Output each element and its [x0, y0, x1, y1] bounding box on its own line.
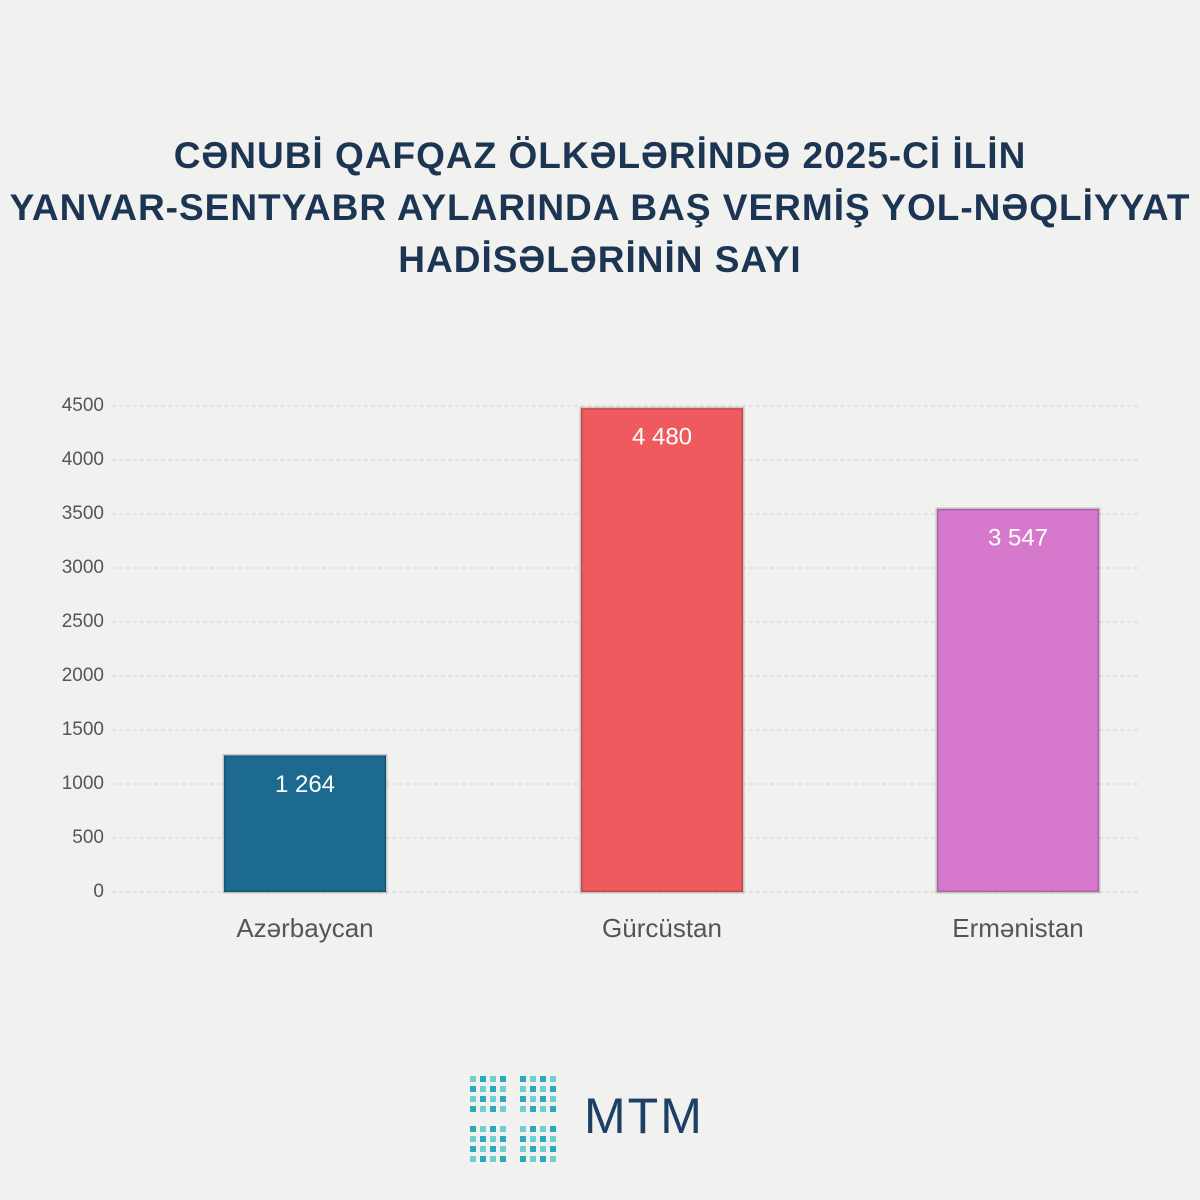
value-label: 4 480	[632, 424, 692, 451]
logo-dot	[500, 1096, 506, 1102]
logo-dot	[550, 1156, 556, 1162]
bar	[222, 753, 388, 894]
logo-dot	[470, 1106, 476, 1112]
logo-dot	[550, 1096, 556, 1102]
chart-title: HADİSƏLƏRİNİN SAYI	[398, 239, 801, 280]
x-tick-label: Ermənistan	[952, 913, 1084, 943]
logo-dot	[490, 1126, 496, 1132]
logo-dot	[530, 1136, 536, 1142]
chart-title: YANVAR-SENTYABR AYLARINDA BAŞ VERMİŞ YOL…	[10, 187, 1191, 228]
logo-dot	[520, 1146, 526, 1152]
logo-icon	[470, 1076, 556, 1162]
y-tick-label: 4500	[62, 395, 104, 416]
y-tick-label: 1500	[62, 719, 104, 740]
logo-dot	[490, 1106, 496, 1112]
logo-dot	[490, 1076, 496, 1082]
bar	[579, 406, 745, 894]
y-tick-label: 1000	[62, 773, 104, 794]
logo-dot	[530, 1126, 536, 1132]
logo-dot	[550, 1126, 556, 1132]
logo-dot	[520, 1096, 526, 1102]
logo-dot	[540, 1146, 546, 1152]
logo-dot	[490, 1156, 496, 1162]
logo-dot	[500, 1076, 506, 1082]
logo-dot	[550, 1106, 556, 1112]
logo-dot	[490, 1146, 496, 1152]
logo-dot	[520, 1076, 526, 1082]
logo-dot	[520, 1086, 526, 1092]
logo-dot	[480, 1136, 486, 1142]
chart-title: CƏNUBİ QAFQAZ ÖLKƏLƏRİNDƏ 2025-Cİ İLİN	[174, 135, 1027, 176]
logo-dot	[470, 1086, 476, 1092]
logo-text: MTM	[584, 1088, 704, 1144]
logo-dot	[540, 1156, 546, 1162]
logo-dot	[470, 1136, 476, 1142]
logo-dot	[470, 1096, 476, 1102]
value-label: 3 547	[988, 524, 1048, 551]
logo-dot	[500, 1106, 506, 1112]
logo-dot	[500, 1136, 506, 1142]
y-tick-label: 500	[72, 827, 104, 848]
logo-dot	[480, 1146, 486, 1152]
logo-dot	[530, 1146, 536, 1152]
logo-dot	[540, 1136, 546, 1142]
logo-dot	[530, 1096, 536, 1102]
logo-dot	[520, 1156, 526, 1162]
value-label: 1 264	[275, 771, 335, 798]
x-tick-label: Azərbaycan	[236, 913, 373, 943]
logo-dot	[550, 1076, 556, 1082]
logo-dot	[500, 1086, 506, 1092]
logo-dot	[490, 1086, 496, 1092]
logo-dot	[470, 1146, 476, 1152]
logo-dot	[550, 1136, 556, 1142]
logo-dot	[480, 1106, 486, 1112]
logo-dot	[530, 1076, 536, 1082]
logo-dot	[500, 1146, 506, 1152]
logo-dot	[540, 1086, 546, 1092]
logo-dot	[500, 1126, 506, 1132]
logo-dot	[480, 1156, 486, 1162]
y-tick-label: 3500	[62, 503, 104, 524]
logo-dot	[520, 1136, 526, 1142]
logo-dot	[540, 1106, 546, 1112]
y-tick-label: 3000	[62, 557, 104, 578]
logo-dot	[550, 1146, 556, 1152]
logo-dot	[480, 1096, 486, 1102]
logo-dot	[470, 1156, 476, 1162]
logo-dot	[480, 1076, 486, 1082]
logo-dot	[520, 1126, 526, 1132]
y-tick-label: 0	[93, 881, 104, 902]
logo-dot	[480, 1086, 486, 1092]
logo-dot	[540, 1096, 546, 1102]
logo-dot	[530, 1106, 536, 1112]
y-tick-label: 4000	[62, 449, 104, 470]
logo-dot	[520, 1106, 526, 1112]
y-tick-label: 2000	[62, 665, 104, 686]
logo-dot	[500, 1156, 506, 1162]
logo-dot	[470, 1126, 476, 1132]
logo-dot	[540, 1126, 546, 1132]
logo-dot	[470, 1076, 476, 1082]
logo-dot	[530, 1086, 536, 1092]
logo-dot	[540, 1076, 546, 1082]
logo-dot	[550, 1086, 556, 1092]
logo-dot	[490, 1136, 496, 1142]
logo-dot	[530, 1156, 536, 1162]
bar	[935, 507, 1101, 894]
x-tick-label: Gürcüstan	[602, 913, 722, 943]
logo-dot	[480, 1126, 486, 1132]
y-tick-label: 2500	[62, 611, 104, 632]
logo-dot	[490, 1096, 496, 1102]
